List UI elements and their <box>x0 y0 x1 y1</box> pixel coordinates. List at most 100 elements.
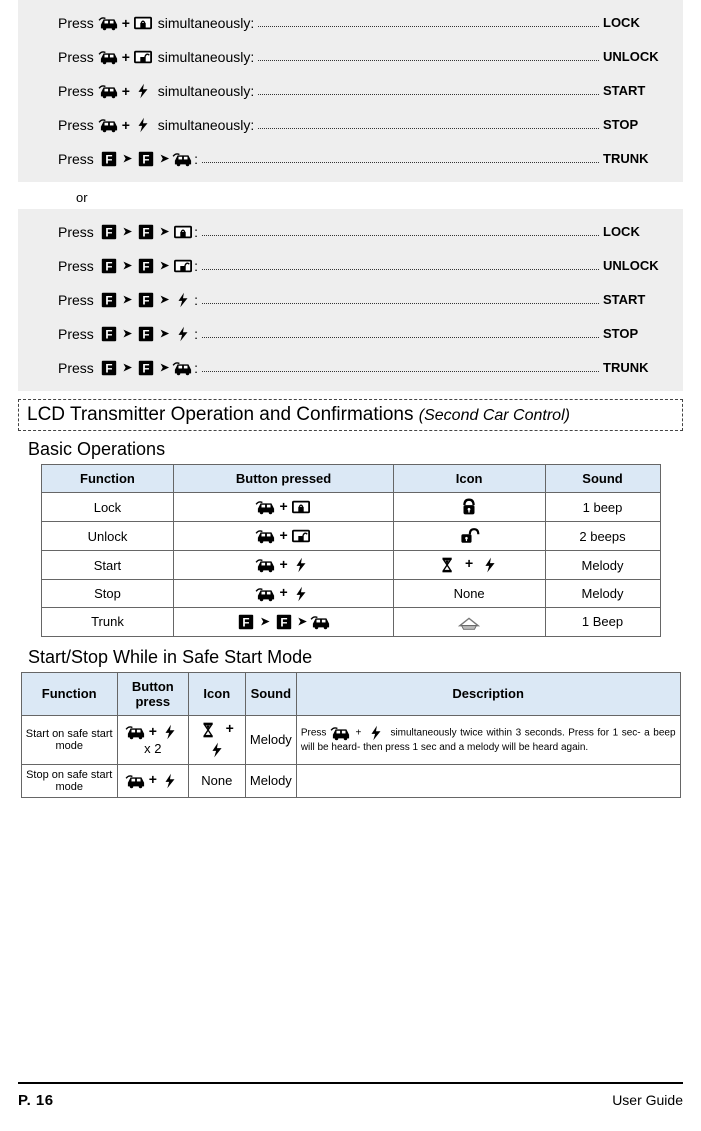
suffix-text: simultaneously: <box>154 114 254 136</box>
svg-text:F: F <box>105 227 112 240</box>
suffix-text: : <box>194 148 198 170</box>
table-header: Icon <box>393 465 545 493</box>
F-icon: F <box>135 359 157 377</box>
press-label: Press <box>58 12 98 34</box>
command-block-2: Press F➤F➤:LOCKPress F➤F➤:UNLOCKPress F➤… <box>18 209 683 391</box>
car-icon <box>255 527 277 545</box>
plus-sign: + <box>277 556 289 572</box>
table-row: Unlock+2 beeps <box>41 522 660 551</box>
result-label: STOP <box>603 323 683 345</box>
press-label: Press <box>58 289 98 311</box>
car-icon <box>98 82 120 100</box>
car-icon <box>255 585 277 603</box>
press-label: Press <box>58 357 98 379</box>
sequence-arrow: ➤ <box>120 148 135 170</box>
F-icon: F <box>98 359 120 377</box>
page-number: P. 16 <box>18 1092 54 1109</box>
icon-cell: + <box>393 551 545 580</box>
table-row: TrunkF➤F➤1 Beep <box>41 607 660 636</box>
svg-text:F: F <box>105 261 112 274</box>
sound-cell: 1 beep <box>545 493 660 522</box>
unlocked-icon <box>290 527 312 545</box>
sound-cell: Melody <box>245 715 296 764</box>
svg-text:F: F <box>142 363 149 376</box>
page-footer: P. 16 User Guide <box>18 1082 683 1109</box>
command-block-1: Press + simultaneously:LOCKPress + simul… <box>18 0 683 182</box>
result-label: START <box>603 80 683 102</box>
padlock-open-icon <box>458 526 480 546</box>
dot-leader <box>202 152 599 163</box>
bolt-icon <box>159 772 181 790</box>
result-label: STOP <box>603 114 683 136</box>
suffix-text: : <box>194 221 198 243</box>
result-label: TRUNK <box>603 357 683 379</box>
command-row: Press F➤F➤:LOCK <box>18 215 683 249</box>
command-row: Press + simultaneously:STOP <box>18 108 683 142</box>
bolt-icon <box>290 585 312 603</box>
car-icon <box>255 556 277 574</box>
car-icon <box>125 772 147 790</box>
command-row: Press F➤F➤:UNLOCK <box>18 249 683 283</box>
plus-sign: + <box>120 12 132 34</box>
svg-text:F: F <box>105 329 112 342</box>
command-row: Press F➤F➤:STOP <box>18 317 683 351</box>
function-cell: Lock <box>41 493 174 522</box>
unlocked-icon <box>132 48 154 66</box>
bolt-icon <box>132 116 154 134</box>
F-icon: F <box>235 613 257 631</box>
sequence-arrow: ➤ <box>157 221 172 243</box>
dot-leader <box>202 361 599 372</box>
plus-sign: + <box>277 584 289 600</box>
icon-cell: + <box>188 715 245 764</box>
table-row: Lock+1 beep <box>41 493 660 522</box>
command-row: Press + simultaneously:UNLOCK <box>18 40 683 74</box>
icon-cell: None <box>188 764 245 797</box>
table-header: Function <box>21 672 117 715</box>
suffix-text: simultaneously: <box>154 80 254 102</box>
svg-text:F: F <box>142 329 149 342</box>
description-cell <box>296 764 680 797</box>
dot-leader <box>202 225 599 236</box>
sequence-arrow: ➤ <box>157 148 172 170</box>
result-label: LOCK <box>603 221 683 243</box>
F-icon: F <box>273 613 295 631</box>
icon-cell <box>393 607 545 636</box>
bolt-icon <box>172 325 194 343</box>
section-title-main: LCD Transmitter Operation and Confirmati… <box>27 404 419 425</box>
result-label: TRUNK <box>603 148 683 170</box>
function-cell: Start <box>41 551 174 580</box>
press-label: Press <box>58 46 98 68</box>
function-cell: Stop on safe start mode <box>21 764 117 797</box>
command-row: Press F➤F➤:TRUNK <box>18 351 683 385</box>
dot-leader <box>258 118 599 129</box>
dot-leader <box>202 327 599 338</box>
sound-cell: Melody <box>245 764 296 797</box>
padlock-closed-icon <box>458 497 480 517</box>
car-icon <box>330 724 352 742</box>
press-label: Press <box>58 114 98 136</box>
sequence-arrow: ➤ <box>157 255 172 277</box>
button-cell: + x 2 <box>117 715 188 764</box>
plus-sign: + <box>120 80 132 102</box>
button-cell: + <box>174 580 393 608</box>
locked-icon <box>172 223 194 241</box>
table-row: Stop on safe start mode+NoneMelody <box>21 764 680 797</box>
svg-text:F: F <box>142 261 149 274</box>
table-row: Start on safe start mode+ x 2 + MelodyPr… <box>21 715 680 764</box>
suffix-text: : <box>194 357 198 379</box>
locked-icon <box>290 498 312 516</box>
plus-sign: + <box>147 723 159 739</box>
sequence-arrow: ➤ <box>120 323 135 345</box>
table-header: Function <box>41 465 174 493</box>
car-icon <box>255 498 277 516</box>
table-header: Description <box>296 672 680 715</box>
bolt-icon <box>172 291 194 309</box>
car-icon <box>98 116 120 134</box>
car-icon <box>172 359 194 377</box>
car-icon <box>310 613 332 631</box>
sound-cell: 2 beeps <box>545 522 660 551</box>
basic-operations-table: FunctionButton pressedIconSound Lock+1 b… <box>41 464 661 637</box>
sequence-arrow: ➤ <box>157 357 172 379</box>
safe-start-table: FunctionButton pressIconSoundDescription… <box>21 672 681 798</box>
bolt-icon <box>206 740 228 760</box>
